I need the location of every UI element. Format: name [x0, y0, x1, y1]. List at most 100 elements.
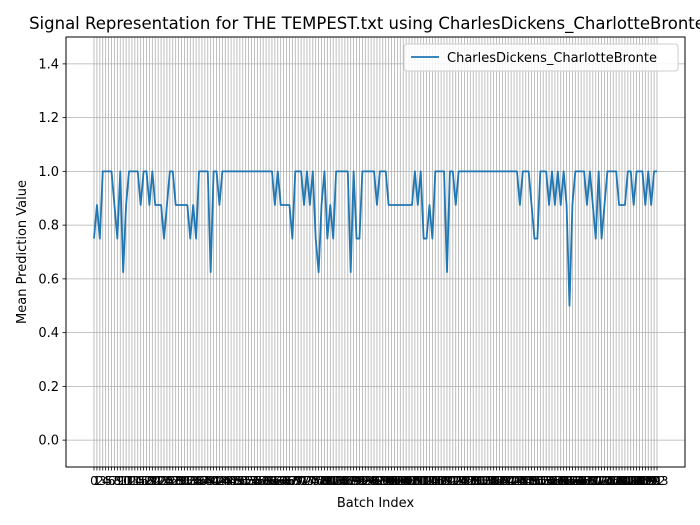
legend-label: CharlesDickens_CharlotteBronte: [447, 51, 657, 66]
x-tick-label: 36: [191, 474, 206, 488]
x-tick-label: 89: [346, 474, 361, 488]
x-tick-label: 8: [114, 474, 122, 488]
x-tick-label: 164: [561, 474, 584, 488]
x-tick-label: 181: [611, 474, 634, 488]
x-tick-label: 73: [299, 474, 314, 488]
x-tick-label: 193: [646, 474, 669, 488]
x-tick-label: 76: [308, 474, 323, 488]
x-tick-label: 126: [450, 474, 473, 488]
x-tick-label: 175: [593, 474, 616, 488]
x-tick-label: 67: [282, 474, 297, 488]
x-tick-label: 141: [494, 474, 517, 488]
x-tick-label: 108: [398, 474, 421, 488]
x-tick-label: 104: [386, 474, 409, 488]
legend: CharlesDickens_CharlotteBronte: [403, 43, 679, 72]
x-tick-label: 34: [186, 474, 201, 488]
x-tick-label: 136: [479, 474, 502, 488]
x-tick-label: 132: [468, 474, 491, 488]
x-tick-label: 101: [377, 474, 400, 488]
legend-box: [403, 43, 679, 72]
x-tick-label: 92: [355, 474, 370, 488]
x-tick-label: 121: [436, 474, 459, 488]
x-tick-label: 3: [99, 474, 107, 488]
x-tick-label: 110: [403, 474, 426, 488]
x-tick-label: 117: [424, 474, 447, 488]
x-tick-label: 9: [116, 474, 124, 488]
chart-title: Signal Representation for THE TEMPEST.tx…: [29, 14, 700, 34]
y-tick-label: 1.4: [38, 57, 59, 72]
x-tick-label: 2: [96, 474, 104, 488]
x-tick-label: 41: [206, 474, 221, 488]
x-tick-label: 78: [314, 474, 329, 488]
y-tick-label: 0.6: [38, 272, 59, 287]
x-tick-label: 18: [139, 474, 154, 488]
x-tick-label: 165: [564, 474, 587, 488]
x-tick-label: 14: [127, 474, 142, 488]
x-tick-label: 11: [118, 474, 133, 488]
x-tick-label: 183: [616, 474, 639, 488]
x-tick-label: 98: [372, 474, 387, 488]
x-tick-label: 158: [543, 474, 566, 488]
x-tick-label: 182: [613, 474, 636, 488]
x-tick-label: 91: [352, 474, 367, 488]
x-tick-label: 23: [153, 474, 168, 488]
x-tick-label: 39: [200, 474, 215, 488]
x-tick-label: 151: [523, 474, 546, 488]
x-tick-label: 97: [369, 474, 384, 488]
x-tick-label: 147: [511, 474, 534, 488]
x-tick-label: 10: [116, 474, 131, 488]
x-tick-label: 90: [349, 474, 364, 488]
x-tick-label: 150: [520, 474, 543, 488]
x-tick-label: 142: [497, 474, 520, 488]
x-tick-label: 102: [380, 474, 403, 488]
x-tick-label: 118: [427, 474, 450, 488]
x-tick-label: 115: [418, 474, 441, 488]
x-tick-label: 135: [476, 474, 499, 488]
x-tick-label: 88: [343, 474, 358, 488]
x-tick-label: 94: [361, 474, 376, 488]
x-tick-label: 68: [285, 474, 300, 488]
x-tick-label: 62: [267, 474, 282, 488]
x-tick-label: 69: [288, 474, 303, 488]
x-tick-label: 166: [567, 474, 590, 488]
x-tick-label: 152: [526, 474, 549, 488]
x-tick-label: 71: [293, 474, 308, 488]
x-tick-label: 25: [159, 474, 174, 488]
x-tick-label: 122: [438, 474, 461, 488]
x-tick-label: 57: [253, 474, 268, 488]
x-tick-label: 44: [215, 474, 230, 488]
x-tick-label: 127: [453, 474, 476, 488]
x-tick-label: 153: [529, 474, 552, 488]
x-tick-label: 74: [302, 474, 317, 488]
x-tick-label: 63: [270, 474, 285, 488]
y-tick-label: 1.2: [38, 111, 59, 126]
x-tick-label: 163: [558, 474, 581, 488]
x-tick-label: 107: [395, 474, 418, 488]
x-tick-label: 161: [552, 474, 575, 488]
x-tick-label: 13: [124, 474, 139, 488]
x-tick-label: 77: [311, 474, 326, 488]
x-tick-label: 192: [643, 474, 666, 488]
x-tick-label: 190: [637, 474, 660, 488]
x-tick-label: 85: [334, 474, 349, 488]
x-tick-label: 170: [578, 474, 601, 488]
x-tick-label: 134: [473, 474, 496, 488]
x-tick-label: 188: [631, 474, 654, 488]
x-tick-label: 52: [238, 474, 253, 488]
x-tick-label: 103: [383, 474, 406, 488]
x-tick-label: 138: [485, 474, 508, 488]
x-tick-label: 171: [581, 474, 604, 488]
x-tick-label: 173: [587, 474, 610, 488]
x-tick-label: 112: [409, 474, 432, 488]
x-tick-label: 59: [258, 474, 273, 488]
y-ticks: 0.0 0.2 0.4 0.6 0.8 1.0 1.2 1.4: [38, 57, 66, 449]
x-tick-label: 12: [121, 474, 136, 488]
x-tick-label: 130: [462, 474, 485, 488]
x-tick-label: 146: [508, 474, 531, 488]
x-tick-label: 49: [229, 474, 244, 488]
x-tick-label: 139: [488, 474, 511, 488]
x-tick-label: 54: [244, 474, 259, 488]
x-tick-label: 184: [619, 474, 642, 488]
x-tick-label: 176: [596, 474, 619, 488]
x-tick-label: 189: [634, 474, 657, 488]
